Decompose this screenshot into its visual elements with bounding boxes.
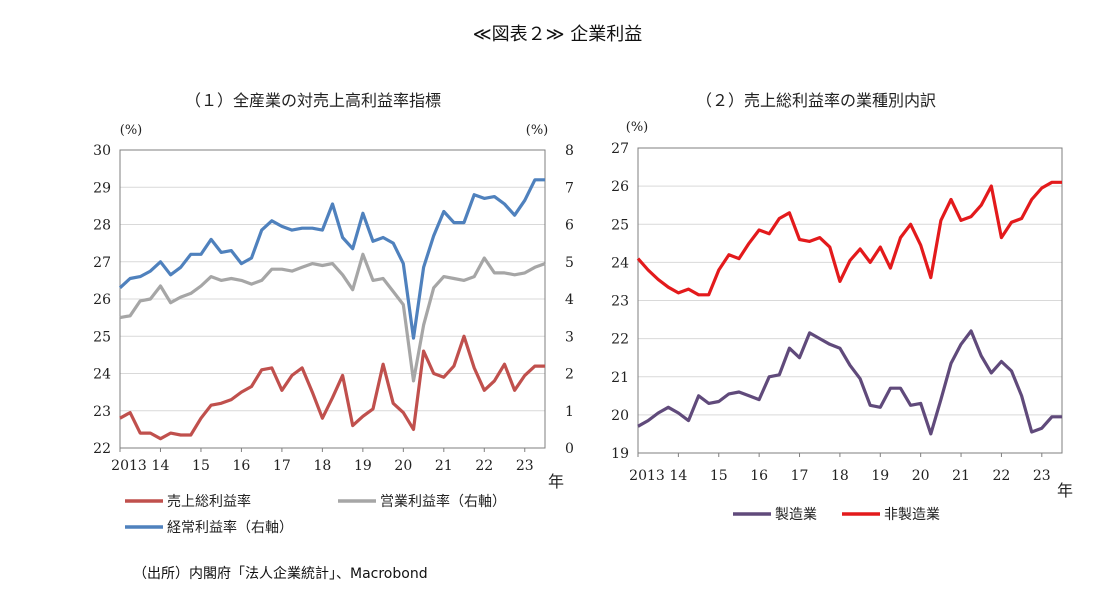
x-tick-label: 23 [516, 458, 534, 474]
left-y-tick-label: 29 [93, 180, 111, 196]
series-line-2 [636, 180, 1062, 297]
x-tick-label: 22 [993, 468, 1011, 484]
x-tick-label: 20 [394, 458, 412, 474]
plot-frame [119, 149, 546, 449]
y-tick-label: 26 [611, 179, 629, 195]
right-y-tick-label: 5 [565, 255, 574, 271]
legend-label: 製造業 [775, 507, 817, 523]
right-y-tick-label: 3 [565, 329, 574, 345]
chart1-title: （１）全産業の対売上高利益率指標 [185, 91, 441, 110]
right-y-tick-label: 8 [565, 143, 574, 159]
left-y-tick-label: 30 [93, 143, 111, 159]
y-tick-label: 21 [611, 370, 629, 386]
x-tick-label: 2013 [629, 468, 665, 484]
x-tick-label: 20 [912, 468, 930, 484]
series-line-1 [637, 329, 1062, 436]
x-tick-label: 16 [233, 458, 251, 474]
y-tick-label: 19 [611, 446, 629, 462]
legend-label: 経常利益率（右軸） [167, 519, 293, 536]
left-y-tick-label: 28 [93, 218, 111, 234]
left-y-tick-label: 23 [93, 404, 111, 420]
legend-label: 売上総利益率 [167, 493, 251, 510]
source-note: （出所）内閣府「法人企業統計」、Macrobond [133, 566, 428, 582]
x-tick-label: 15 [710, 468, 728, 484]
left-y-tick-label: 26 [93, 292, 111, 308]
page-title: ≪図表２≫ 企業利益 [472, 24, 643, 45]
x-tick-label: 16 [750, 468, 768, 484]
x-tick-label: 21 [435, 458, 453, 474]
x-axis-unit: 年 [1057, 481, 1073, 500]
left-axis-unit: (%) [120, 123, 143, 138]
y-tick-label: 25 [611, 217, 629, 233]
right-axis-unit: (%) [526, 123, 549, 138]
legend-label: 営業利益率（右軸） [380, 493, 506, 510]
series-line-3 [118, 178, 545, 340]
left-y-tick-label: 27 [93, 255, 111, 271]
x-tick-label: 15 [192, 458, 210, 474]
right-y-tick-label: 7 [565, 180, 574, 196]
x-tick-label: 19 [354, 458, 372, 474]
chart2-title: （２）売上総利益率の業種別内訳 [696, 91, 936, 110]
x-tick-label: 2013 [111, 458, 147, 474]
y-tick-label: 22 [611, 332, 629, 348]
legend-label: 非製造業 [884, 507, 940, 523]
x-tick-label: 23 [1033, 468, 1051, 484]
x-tick-label: 18 [831, 468, 849, 484]
series-line-2 [119, 252, 546, 383]
x-tick-label: 19 [871, 468, 889, 484]
x-tick-label: 14 [669, 468, 687, 484]
left-y-tick-label: 24 [93, 367, 111, 383]
left-y-tick-label: 25 [93, 329, 111, 345]
x-tick-label: 21 [952, 468, 970, 484]
y-tick-label: 20 [611, 408, 629, 424]
x-tick-label: 17 [273, 458, 291, 474]
right-y-tick-label: 4 [565, 292, 574, 308]
chart-total-industry: （１）全産業の対売上高利益率指標222324252627282930012345… [93, 91, 574, 536]
x-tick-label: 18 [313, 458, 331, 474]
right-y-tick-label: 0 [565, 441, 574, 457]
y-tick-label: 27 [611, 141, 629, 157]
y-tick-label: 23 [611, 294, 629, 310]
x-tick-label: 14 [152, 458, 170, 474]
left-y-tick-label: 22 [93, 441, 111, 457]
chart-sector-breakdown: （２）売上総利益率の業種別内訳 19 20 21 22 23 24 25 26 27 (%) 2013… [611, 91, 1073, 523]
x-axis-unit: 年 [548, 472, 564, 491]
right-y-tick-label: 6 [565, 218, 574, 234]
x-tick-label: 17 [791, 468, 809, 484]
y-axis-unit: (%) [626, 120, 649, 135]
series-line-1 [119, 334, 545, 441]
x-tick-label: 22 [475, 458, 493, 474]
right-y-tick-label: 2 [565, 367, 574, 383]
plot-frame [637, 147, 1063, 454]
right-y-tick-label: 1 [565, 404, 574, 420]
y-tick-label: 24 [611, 255, 629, 271]
